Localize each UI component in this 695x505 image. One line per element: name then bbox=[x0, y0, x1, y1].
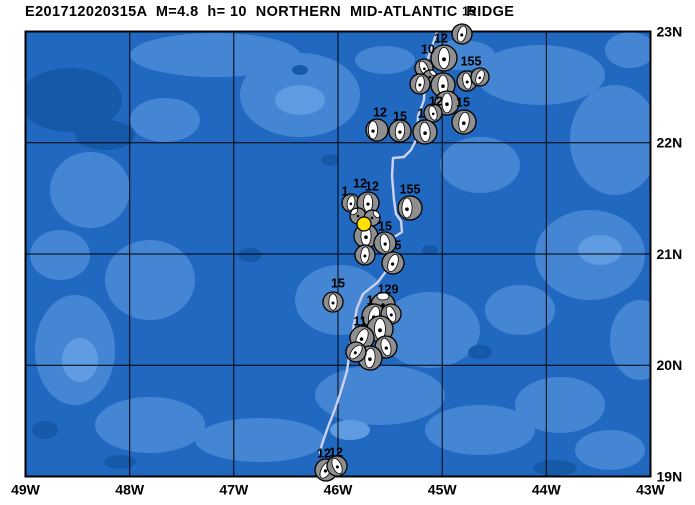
bathymetry-light-patches bbox=[30, 32, 651, 470]
focal-mechanism-ball bbox=[341, 193, 361, 213]
depth-label: 10 bbox=[421, 43, 435, 57]
ball-center-dot bbox=[356, 214, 360, 218]
ball-center-dot bbox=[445, 102, 449, 106]
longitude-tick-label: 43W bbox=[636, 482, 666, 498]
focal-mechanism-ball bbox=[365, 118, 389, 142]
depth-label: 15 bbox=[378, 220, 392, 234]
plot-title: E201712020315A M=4.8 h= 10 NORTHERN MID-… bbox=[25, 4, 515, 20]
ball-center-dot bbox=[359, 337, 364, 341]
latitude-tick-label: 23N bbox=[657, 24, 683, 40]
focal-mechanism-ball bbox=[397, 195, 423, 221]
ball-white-quadrant bbox=[350, 208, 359, 216]
ball-center-dot bbox=[418, 83, 422, 87]
ball-white-quadrant bbox=[372, 210, 380, 219]
ball-center-dot bbox=[398, 130, 402, 134]
focal-mechanism-ball bbox=[423, 103, 443, 123]
depth-label: 155 bbox=[461, 55, 482, 69]
focal-mechanism-ball bbox=[374, 335, 398, 359]
ball-center-dot bbox=[371, 129, 375, 133]
ball-center-dot bbox=[441, 84, 445, 88]
depth-label: 5 bbox=[395, 239, 402, 253]
longitude-tick-label: 45W bbox=[428, 482, 458, 498]
ball-center-dot bbox=[431, 112, 435, 116]
longitude-tick-label: 47W bbox=[219, 482, 249, 498]
depth-label: 12 bbox=[329, 446, 343, 460]
focal-mechanism-ball bbox=[356, 191, 380, 215]
focal-mechanism-ball bbox=[345, 341, 367, 363]
depth-label: 1 bbox=[418, 107, 425, 121]
focal-mechanism-ball bbox=[381, 251, 405, 275]
focal-mechanism-ball bbox=[470, 67, 490, 87]
ball-center-dot bbox=[383, 242, 387, 246]
ball-center-dot bbox=[349, 202, 353, 206]
longitude-tick-label: 46W bbox=[324, 482, 354, 498]
ball-center-dot bbox=[370, 216, 374, 220]
ball-center-dot bbox=[384, 346, 388, 350]
focal-mechanism-ball bbox=[357, 345, 383, 371]
ball-center-dot bbox=[364, 235, 368, 239]
depth-label: 12 bbox=[434, 32, 448, 46]
ball-center-dot bbox=[461, 121, 466, 125]
depth-label: 155 bbox=[400, 183, 421, 197]
focal-mechanisms-layer bbox=[314, 23, 490, 482]
ball-center-dot bbox=[460, 33, 464, 37]
depth-label: 15 bbox=[462, 5, 476, 19]
highlighted-event-marker bbox=[356, 216, 372, 232]
ball-center-dot bbox=[428, 75, 432, 79]
focal-mechanism-ball bbox=[354, 244, 376, 266]
latitude-tick-label: 19N bbox=[657, 469, 683, 485]
ball-center-dot bbox=[368, 357, 372, 361]
axis-tick-labels: 49W 48W 47W 46W 45W 44W 43W 23N 22N 21N 20N 19N bbox=[11, 24, 682, 498]
longitude-tick-label: 48W bbox=[115, 482, 145, 498]
latitude-tick-label: 21N bbox=[657, 246, 683, 262]
ball-center-dot bbox=[423, 131, 427, 135]
depth-label: 1 bbox=[367, 294, 374, 308]
ball-center-dot bbox=[331, 301, 335, 305]
depth-label: 1 bbox=[342, 185, 349, 199]
depth-label: 12 bbox=[353, 177, 367, 191]
focal-mechanism-ball bbox=[322, 291, 344, 313]
ball-center-dot bbox=[363, 254, 367, 258]
focal-mechanism-ball bbox=[451, 23, 473, 45]
depth-label: 15 bbox=[331, 277, 345, 291]
latitude-tick-label: 20N bbox=[657, 357, 683, 373]
depth-label: 12 bbox=[429, 95, 443, 109]
focal-mechanism-ball bbox=[326, 455, 348, 477]
ball-center-dot bbox=[442, 57, 446, 62]
ball-center-dot bbox=[378, 328, 382, 333]
ball-center-dot bbox=[405, 207, 409, 211]
ball-center-dot bbox=[478, 76, 482, 80]
focal-mechanism-ball bbox=[456, 70, 478, 92]
focal-mechanism-ball bbox=[409, 73, 431, 95]
focal-mechanism-ball bbox=[430, 44, 458, 72]
depth-label: 129 bbox=[378, 283, 399, 297]
depth-label: 11 bbox=[353, 315, 366, 329]
longitude-tick-label: 49W bbox=[11, 482, 41, 498]
ball-center-dot bbox=[423, 67, 426, 71]
ball-center-dot bbox=[390, 262, 395, 266]
ball-center-dot bbox=[366, 202, 370, 206]
ball-center-dot bbox=[381, 303, 385, 307]
ball-center-dot bbox=[389, 313, 393, 317]
ball-center-dot bbox=[323, 469, 328, 473]
focal-mechanism-ball bbox=[412, 119, 438, 145]
depth-label: 15 bbox=[393, 110, 407, 124]
ball-center-dot bbox=[353, 351, 357, 355]
longitude-tick-label: 44W bbox=[532, 482, 562, 498]
focal-mechanism-ball bbox=[451, 109, 477, 135]
depth-label: 15 bbox=[456, 96, 470, 110]
ball-white-quadrant bbox=[376, 292, 390, 301]
focal-mechanism-ball bbox=[388, 119, 412, 143]
depth-label: 12 bbox=[317, 447, 331, 461]
ball-center-dot bbox=[335, 465, 339, 469]
depth-label: 12 bbox=[373, 106, 387, 120]
latitude-tick-label: 22N bbox=[657, 135, 683, 151]
ball-center-dot bbox=[465, 80, 469, 84]
depth-label: 12 bbox=[365, 180, 379, 194]
